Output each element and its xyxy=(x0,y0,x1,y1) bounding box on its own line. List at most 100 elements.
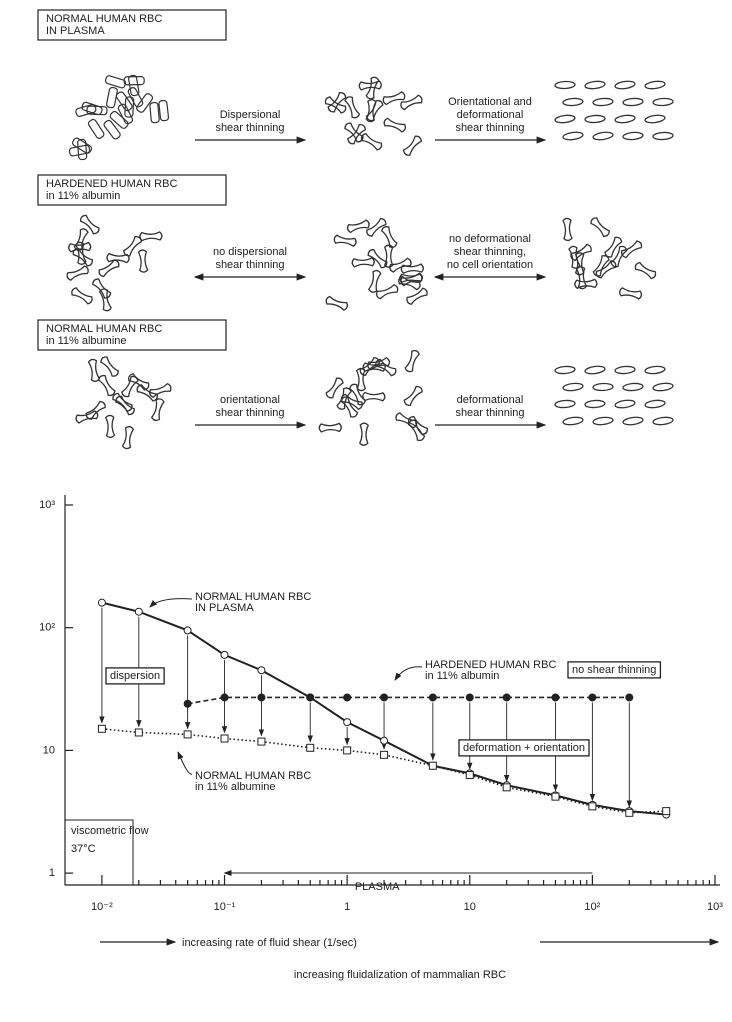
rbc xyxy=(406,287,428,306)
rbc-shape xyxy=(554,399,576,409)
rbc xyxy=(72,247,93,267)
rbc xyxy=(365,99,377,123)
rbc xyxy=(634,261,657,280)
point xyxy=(343,746,352,755)
x-axis-label-2: increasing fluidalization of mammalian R… xyxy=(294,969,506,981)
rbc-shape xyxy=(652,97,674,107)
rbc-shape xyxy=(368,269,382,293)
rbc xyxy=(652,416,674,426)
rbc xyxy=(106,252,130,264)
rbc-shape xyxy=(106,252,130,264)
point xyxy=(380,736,389,745)
rbc-shape xyxy=(362,391,386,402)
rbc xyxy=(72,137,93,154)
rbc-shape xyxy=(106,86,118,109)
rbc-shape xyxy=(123,236,143,257)
y-tick-label: 10² xyxy=(39,622,55,634)
point xyxy=(380,750,389,759)
step-label: no dispersional xyxy=(213,246,287,258)
point xyxy=(220,650,229,659)
rbc xyxy=(644,114,666,124)
rbc-shape xyxy=(104,414,116,439)
rbc-shape xyxy=(652,131,674,141)
rbc-shape xyxy=(644,114,666,124)
rbc xyxy=(652,131,674,141)
step-label: deformational xyxy=(457,394,524,406)
step-label: shear thinning xyxy=(455,407,524,419)
rbc-shape xyxy=(362,362,386,372)
point xyxy=(257,737,266,746)
rbc-shape xyxy=(150,398,165,422)
rbc-shape xyxy=(584,365,606,375)
rbc-shape xyxy=(365,99,377,123)
rbc xyxy=(584,80,606,90)
rbc-shape xyxy=(325,377,344,399)
rbc xyxy=(644,365,666,375)
rbc xyxy=(358,80,382,91)
rbc xyxy=(554,399,576,409)
rbc xyxy=(136,93,154,113)
rbc-shape xyxy=(336,387,352,410)
rbc xyxy=(554,114,576,124)
label-box xyxy=(37,174,227,206)
annotation: deformation + orientation xyxy=(463,742,585,754)
x-tick-label: 10⁻² xyxy=(91,901,113,913)
series-label: in 11% albumine xyxy=(195,781,276,793)
rbc-shape xyxy=(383,117,407,133)
rbc xyxy=(104,414,116,439)
rbc xyxy=(590,217,610,237)
rbc xyxy=(344,122,364,143)
rbc-shape xyxy=(128,373,150,391)
annotation-box xyxy=(105,667,165,685)
rbc-shape xyxy=(124,96,135,118)
rbc xyxy=(136,384,158,402)
rbc-shape xyxy=(595,260,617,279)
point xyxy=(588,693,597,702)
rbc xyxy=(382,91,406,106)
rbc-shape xyxy=(75,410,99,424)
rbc-shape xyxy=(366,217,387,237)
rbc-shape xyxy=(139,231,163,242)
rbc xyxy=(367,356,391,371)
rbc xyxy=(100,356,120,377)
rbc-shape xyxy=(592,416,614,426)
rbc xyxy=(324,96,347,114)
rbc-shape xyxy=(400,94,423,111)
rbc xyxy=(351,257,375,268)
rbc-shape xyxy=(158,99,170,122)
rbc-shape xyxy=(72,137,93,154)
rbc xyxy=(562,416,584,426)
point xyxy=(257,666,266,675)
rbc xyxy=(404,349,421,373)
rbc-shape xyxy=(73,228,89,251)
point xyxy=(380,693,389,702)
rbc xyxy=(98,259,120,278)
rbc-shape xyxy=(389,257,412,273)
rbc xyxy=(318,422,342,433)
x-tick-label: 10³ xyxy=(707,901,723,913)
x-tick-label: 1 xyxy=(344,901,350,913)
rbc-shape xyxy=(584,399,606,409)
rbc xyxy=(137,249,149,273)
rbc xyxy=(592,382,614,392)
point xyxy=(625,808,634,817)
point xyxy=(306,743,315,752)
rbc-shape xyxy=(115,395,135,416)
flow-box xyxy=(64,819,134,886)
annotation: no shear thinning xyxy=(572,664,656,676)
rbc-shape xyxy=(395,412,418,429)
rbc-shape xyxy=(604,236,623,258)
rbc xyxy=(106,86,118,109)
rbc xyxy=(562,97,584,107)
label-box xyxy=(37,319,227,351)
x-axis-label: increasing rate of fluid shear (1/sec) xyxy=(182,937,357,949)
point xyxy=(502,693,511,702)
rbc xyxy=(402,135,422,156)
point xyxy=(465,771,474,780)
rbc-shape xyxy=(98,288,112,312)
step-label: deformational xyxy=(457,109,524,121)
rbc-shape xyxy=(554,80,576,90)
label-pointer xyxy=(394,666,423,681)
rbc-shape xyxy=(404,349,421,373)
